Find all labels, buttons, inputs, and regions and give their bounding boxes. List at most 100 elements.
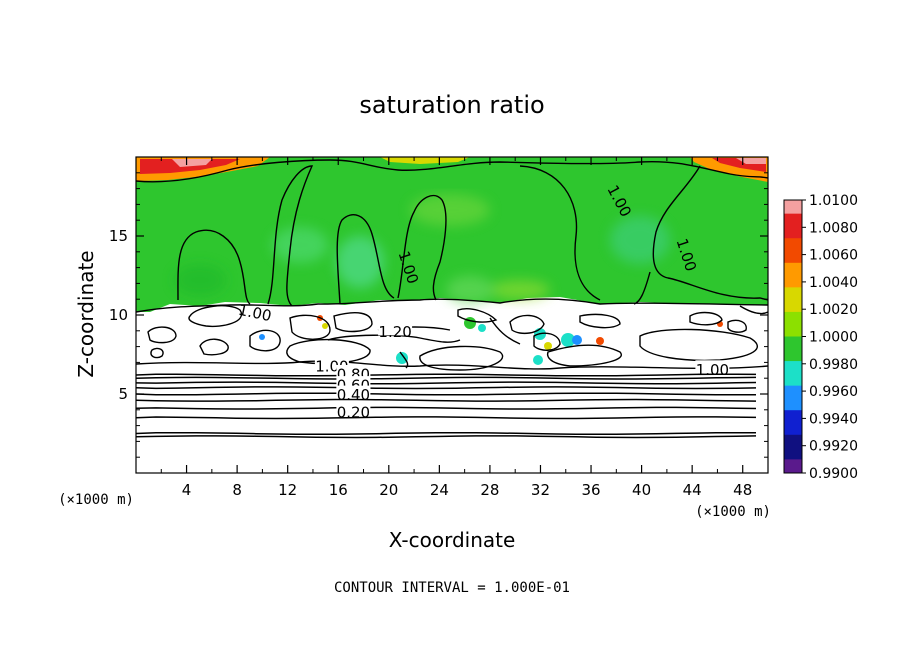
x-tick-label: 4 [182,481,192,499]
contour-line [739,305,768,315]
contour-line [457,308,498,323]
contour-line [546,344,623,367]
colorbar-swatch [784,213,802,239]
top-maxima-right-peak [736,158,766,164]
field-patch [464,317,476,329]
x-axis: 4 8 12 16 20 24 28 32 36 40 44 48 [160,157,752,499]
contour-line [727,319,747,333]
colorbar-swatch [784,200,802,215]
top-maxima-left-core [140,159,240,174]
contours-cloud [136,298,768,371]
contour-label-mask [336,385,371,399]
x-axis-title: X-coordinate [389,528,516,552]
contour-line [188,305,243,328]
x-tick-label: 36 [581,481,600,499]
contour-label-mask [378,322,413,336]
field-patch-light [336,236,384,288]
contour-line [136,373,757,377]
contour-line [136,416,757,420]
colorbar-label: 1.0060 [809,248,858,264]
contour-label-group: 1.00 [695,360,730,379]
contours-lower [136,373,757,439]
contour-line [136,435,757,439]
contour-line [327,334,461,343]
colorbar-swatch [784,459,802,474]
y-axis: 5 10 15 [109,172,768,458]
field-patch [561,333,575,347]
colorbar-swatch [784,311,802,337]
contour-line [509,314,545,335]
x-tick-label: 8 [232,481,242,499]
contour-line [489,317,521,345]
field-patch [322,323,328,329]
colorbar-swatch [784,410,802,436]
field-patch-dark [174,264,226,296]
field-patch-light [272,227,328,263]
field-patch [533,355,543,365]
field-patch-light [446,276,494,304]
field-texture [174,194,670,304]
contour-line [652,165,768,301]
colorbar-swatch [784,361,802,387]
colorbar-label: 1.0080 [809,220,858,236]
colorbar-label: 0.9940 [809,411,858,427]
field-patch [259,334,265,340]
field-patch [396,352,408,364]
colorbar-label: 1.0020 [809,302,858,318]
x-units-label: (×1000 m) [695,504,771,520]
contour-line [519,165,601,301]
x-tick-label: 24 [430,481,449,499]
contour-line [136,392,757,396]
contour-line [533,332,561,351]
y-tick-label: 5 [118,385,128,403]
colorbar-label: 0.9960 [809,384,858,400]
x-tick-label: 20 [379,481,398,499]
contour-line [136,386,757,390]
y-tick-label: 15 [109,227,128,245]
contour-label-group: 0.20 [336,403,371,422]
chart-title: saturation ratio [359,91,544,119]
contour-line [639,328,759,362]
x-tick-label: 32 [531,481,550,499]
field-patch [596,337,604,345]
contour-line [177,229,251,305]
colorbar-label: 1.0100 [809,193,858,209]
colorbar-label: 1.0040 [809,275,858,291]
contour-line [399,351,409,369]
contour-label: 0.20 [337,404,370,422]
field-patch [572,335,582,345]
contour-interval-note: CONTOUR INTERVAL = 1.000E-01 [334,580,570,596]
contour-label-group: 1.20 [378,322,413,341]
contour-line [397,194,447,301]
colorbar-swatch [784,434,802,460]
contour-line [249,329,281,352]
y-axis-title: Z-coordinate [74,250,98,377]
contour-line [136,398,757,402]
contour-label: 0.40 [337,386,370,404]
colorbar-swatch [784,287,802,313]
field-patch-light [610,216,670,264]
contour-label: 1.20 [378,323,411,341]
colorbar-swatch [784,385,802,411]
contour-line [136,376,757,380]
field-patch [478,324,486,332]
contour-line [289,314,331,340]
contour-line [136,381,757,385]
colorbar-swatch [784,336,802,362]
top-maxima-left-peak [172,159,212,167]
colorbar-swatch [784,238,802,264]
top-maxima-mid [380,157,470,164]
contour-line [150,347,164,359]
contour-line [136,159,768,183]
contour-line [336,214,395,305]
contour-line [199,338,229,356]
contour-line [136,360,768,370]
colorbar-swatch [784,262,802,288]
contour-line [419,345,504,371]
x-tick-label: 16 [329,481,348,499]
x-tick-label: 28 [480,481,499,499]
contour-label-mask [336,365,371,378]
contour-line [267,165,314,307]
contour-line [689,311,723,326]
